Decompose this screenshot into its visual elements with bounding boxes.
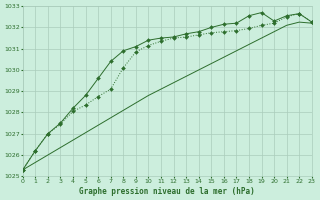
X-axis label: Graphe pression niveau de la mer (hPa): Graphe pression niveau de la mer (hPa)	[79, 187, 255, 196]
